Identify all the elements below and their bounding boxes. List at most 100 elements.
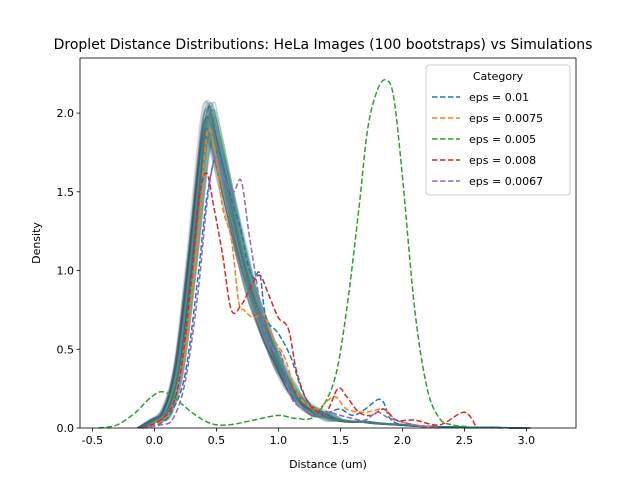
bootstrap-curve — [143, 112, 529, 429]
x-tick-label: 3.0 — [518, 434, 536, 447]
bootstrap-curve — [140, 134, 525, 429]
bootstrap-curve — [141, 105, 527, 429]
bootstrap-curve — [146, 129, 532, 429]
x-tick-label: 2.5 — [456, 434, 474, 447]
x-tick-label: -0.5 — [82, 434, 103, 447]
y-tick-label: 0.0 — [57, 422, 75, 435]
bootstrap-curve — [136, 121, 522, 429]
bootstrap-curve — [146, 124, 532, 429]
bootstrap-curve — [145, 116, 531, 429]
y-tick-label: 1.0 — [57, 265, 75, 278]
legend-label: eps = 0.008 — [469, 154, 536, 167]
legend: Category eps = 0.01 eps = 0.0075 eps = 0.0… — [425, 64, 571, 196]
bootstrap-curve — [137, 135, 523, 429]
bootstrap-curve — [137, 100, 523, 429]
x-axis-label: Distance (um) — [289, 458, 367, 471]
series-lines — [98, 78, 502, 429]
bootstrap-curve — [144, 130, 530, 429]
bootstrap-curve — [144, 130, 529, 429]
bootstrap-curve — [138, 131, 523, 429]
bootstrap-curve — [142, 101, 527, 429]
bootstrap-curve — [141, 123, 527, 429]
bootstrap-curve — [138, 108, 524, 429]
bootstrap-curve — [142, 114, 527, 429]
bootstrap-curve — [140, 110, 525, 429]
bootstrap-curve — [141, 114, 527, 429]
bootstrap-curve — [138, 124, 524, 429]
bootstrap-curve — [137, 129, 523, 429]
bootstrap-curve — [139, 136, 525, 429]
bootstrap-curve — [140, 115, 526, 429]
bootstrap-curve — [140, 139, 526, 429]
bootstrap-curve — [143, 114, 529, 429]
bootstrap-curve — [141, 121, 527, 429]
bootstrap-curve — [144, 109, 530, 429]
series-line-3 — [98, 78, 477, 429]
bootstrap-curve — [143, 120, 529, 429]
bootstrap-curve — [138, 135, 524, 429]
bootstrap-curve — [137, 116, 523, 429]
bootstrap-curve — [137, 131, 523, 429]
bootstrap-curve — [139, 131, 525, 429]
bootstrap-curve — [138, 108, 524, 429]
bootstrap-curve — [138, 99, 524, 429]
bootstrap-curve — [144, 101, 530, 429]
bootstrap-curve — [136, 119, 522, 429]
chart-title: Droplet Distance Distributions: HeLa Ima… — [54, 37, 593, 53]
legend-label: eps = 0.0075 — [469, 112, 543, 125]
bootstrap-curve — [143, 130, 529, 429]
bootstrap-curve — [144, 119, 530, 429]
series-line-4 — [141, 172, 478, 429]
y-axis-label: Density — [30, 222, 43, 264]
bootstrap-curve — [137, 137, 523, 429]
bootstrap-curve — [138, 108, 523, 429]
bootstrap-curve — [141, 134, 526, 429]
bootstrap-curve — [144, 124, 530, 429]
y-axis: 0.0 0.5 1.0 1.5 2.0 — [57, 107, 80, 435]
legend-box — [425, 64, 571, 196]
series-line-2 — [141, 128, 440, 429]
bootstrap-curve — [141, 105, 527, 429]
bootstrap-curve — [141, 109, 527, 429]
bootstrap-curve — [141, 115, 527, 429]
bootstrap-curve — [144, 117, 529, 429]
bootstrap-curve — [138, 116, 524, 429]
bootstrap-curve — [138, 116, 524, 429]
bootstrap-curve — [136, 127, 522, 429]
bootstrap-curve — [145, 138, 530, 429]
bootstrap-curve — [138, 105, 524, 429]
bootstrap-curve — [138, 123, 524, 429]
bootstrap-curve — [140, 105, 526, 429]
bootstrap-curve — [141, 113, 527, 429]
plot-frame — [79, 57, 577, 429]
bootstrap-curve — [145, 138, 530, 429]
y-tick-label: 0.5 — [57, 343, 75, 356]
bootstrap-curve — [138, 131, 524, 429]
bootstrap-curve — [136, 100, 522, 429]
bootstrap-curve — [137, 108, 523, 429]
bootstrap-curve — [145, 124, 531, 429]
legend-title: Category — [473, 70, 524, 83]
x-tick-label: 1.0 — [270, 434, 288, 447]
bootstrap-curve — [136, 115, 522, 429]
bootstrap-curve — [144, 120, 530, 429]
bootstrap-curve — [145, 130, 531, 429]
bootstrap-curve — [138, 127, 523, 429]
bootstrap-curve — [141, 106, 526, 429]
legend-label: eps = 0.005 — [469, 133, 536, 146]
x-tick-label: 0.0 — [146, 434, 164, 447]
y-tick-label: 1.5 — [57, 186, 75, 199]
series-line-1 — [141, 150, 502, 429]
bootstrap-curve — [138, 116, 524, 429]
legend-label: eps = 0.0067 — [469, 175, 543, 188]
bootstrap-curve — [139, 107, 525, 429]
bootstrap-curve — [141, 131, 527, 429]
bootstrap-curve — [140, 113, 526, 429]
series-line-5 — [141, 156, 440, 429]
bootstrap-curve — [137, 127, 522, 429]
x-tick-label: 1.5 — [332, 434, 350, 447]
bootstrap-curve — [141, 123, 527, 429]
x-tick-label: 2.0 — [394, 434, 412, 447]
x-axis: -0.5 0.0 0.5 1.0 1.5 2.0 2.5 3.0 — [82, 428, 535, 447]
